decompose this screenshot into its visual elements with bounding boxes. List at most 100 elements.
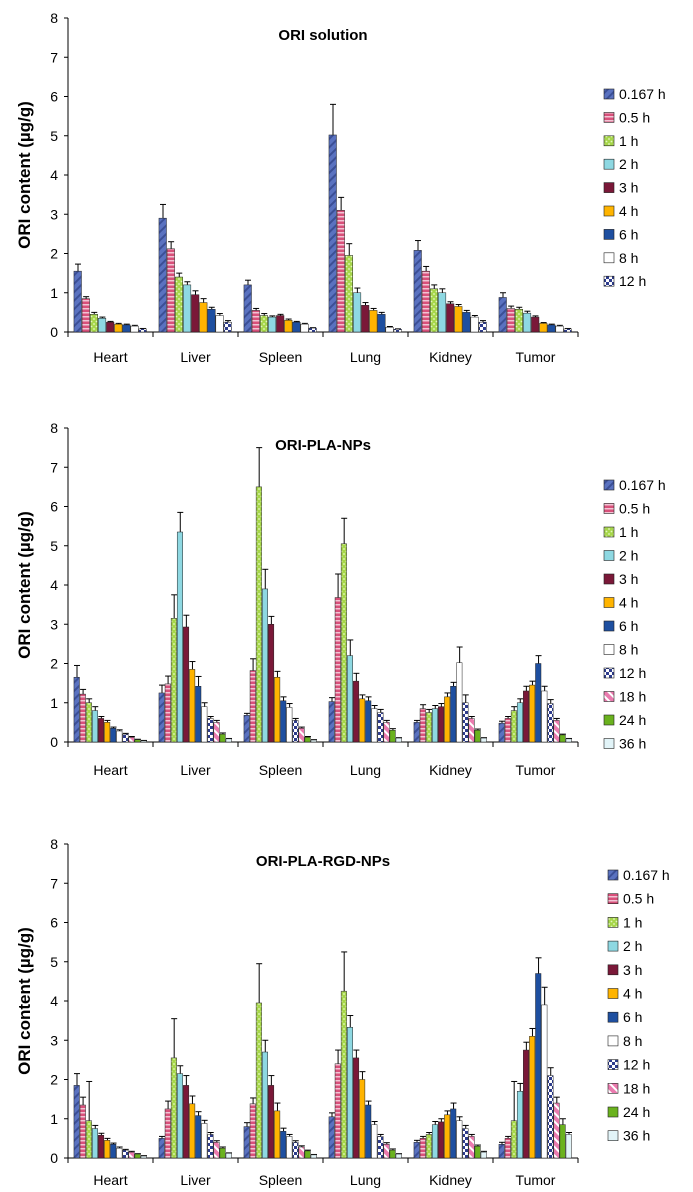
bar — [377, 314, 386, 333]
bar — [85, 702, 92, 743]
bar — [98, 1134, 105, 1159]
bar — [207, 1134, 214, 1159]
chart-title: ORI solution — [278, 27, 367, 44]
bar — [431, 1124, 438, 1159]
bar — [280, 1131, 287, 1159]
bar — [353, 680, 360, 743]
bar — [541, 1004, 548, 1159]
bar — [462, 312, 471, 333]
bar — [225, 738, 232, 743]
bar — [243, 284, 252, 333]
bar — [371, 708, 378, 743]
bar — [535, 663, 542, 743]
x-category-label: Lung — [350, 1172, 381, 1188]
bar — [276, 315, 285, 333]
bar — [389, 1149, 396, 1159]
bar — [81, 298, 90, 333]
chart-title: ORI-PLA-RGD-NPs — [256, 853, 390, 870]
legend-label: 0.5 h — [623, 891, 654, 907]
legend-swatch — [607, 1083, 619, 1094]
bar — [334, 597, 341, 743]
bar — [454, 306, 463, 333]
legend-swatch — [607, 1106, 619, 1118]
bar — [547, 324, 556, 333]
bar — [213, 1142, 220, 1159]
y-tick-label: 5 — [50, 128, 58, 144]
y-tick-label: 7 — [50, 49, 58, 65]
legend-swatch — [603, 182, 615, 193]
chart-title: ORI-PLA-NPs — [275, 437, 371, 454]
bar — [251, 310, 260, 333]
bar — [73, 270, 82, 333]
bar — [130, 325, 139, 333]
bar — [91, 1128, 98, 1159]
legend-swatch — [607, 893, 619, 905]
legend-swatch — [603, 691, 615, 702]
x-category-label: Lung — [350, 762, 381, 778]
x-category-label: Heart — [93, 349, 127, 365]
bar — [531, 316, 540, 333]
y-tick-label: 8 — [50, 10, 58, 26]
y-tick-label: 1 — [50, 285, 58, 301]
legend-swatch — [607, 988, 619, 999]
bar — [106, 321, 115, 333]
bar — [207, 308, 216, 333]
bar — [510, 1120, 517, 1159]
legend-swatch — [603, 479, 615, 491]
bar — [116, 1147, 123, 1159]
bar — [255, 486, 262, 743]
legend-label: 4 h — [619, 203, 638, 219]
legend-label: 6 h — [619, 618, 638, 634]
bar — [478, 321, 487, 333]
legend-swatch — [603, 597, 615, 608]
bar — [89, 314, 98, 333]
legend-label: 12 h — [619, 665, 646, 681]
bar — [523, 690, 530, 743]
legend-swatch — [603, 738, 615, 749]
bar — [431, 708, 438, 743]
x-category-label: Liver — [180, 349, 211, 365]
bar — [369, 310, 378, 333]
bar — [344, 255, 353, 333]
bar — [359, 1079, 366, 1159]
bar — [170, 618, 177, 743]
bar — [419, 708, 426, 743]
bar — [166, 248, 175, 333]
bar — [563, 328, 572, 333]
bar — [365, 700, 372, 743]
bar — [128, 737, 135, 743]
y-tick-label: 4 — [50, 993, 58, 1009]
legend-label: 12 h — [623, 1057, 650, 1073]
bar — [79, 693, 86, 743]
legend-label: 8 h — [619, 642, 638, 658]
bar — [249, 670, 256, 743]
y-tick-label: 6 — [50, 499, 58, 515]
y-tick-label: 1 — [50, 695, 58, 711]
bar — [523, 1049, 530, 1159]
bar — [516, 1091, 523, 1159]
bar — [195, 1115, 202, 1159]
bar — [73, 1085, 80, 1159]
bar — [371, 1124, 378, 1159]
legend: 0.167 h 0.5 h 1 h 2 h 3 h 4 h 6 h 8 h 12 h 18 h 24… — [607, 867, 670, 1144]
bar — [308, 327, 317, 333]
bar — [365, 1104, 372, 1159]
bar — [425, 1134, 432, 1159]
bar — [470, 316, 479, 333]
chart-panel: ORI solution ORI content (µg/g) 0 1 2 3 4 5 6 7 8 H… — [15, 10, 666, 365]
y-axis-label: ORI content (µg/g) — [15, 101, 34, 249]
bar — [110, 1144, 117, 1159]
legend-swatch — [603, 252, 615, 264]
bar — [421, 270, 430, 333]
bar — [385, 327, 394, 333]
bar — [389, 729, 396, 743]
legend-label: 8 h — [623, 1033, 642, 1049]
legend-label: 0.167 h — [619, 86, 666, 102]
bar — [164, 683, 171, 743]
bar — [413, 250, 422, 333]
chart-panel: ORI-PLA-NPs ORI content (µg/g) 0 1 2 3 4 5 6 7 8 He… — [15, 420, 666, 778]
bar — [450, 1108, 457, 1159]
x-category-label: Tumor — [516, 762, 556, 778]
bar — [274, 676, 281, 743]
legend-swatch — [607, 1035, 619, 1047]
